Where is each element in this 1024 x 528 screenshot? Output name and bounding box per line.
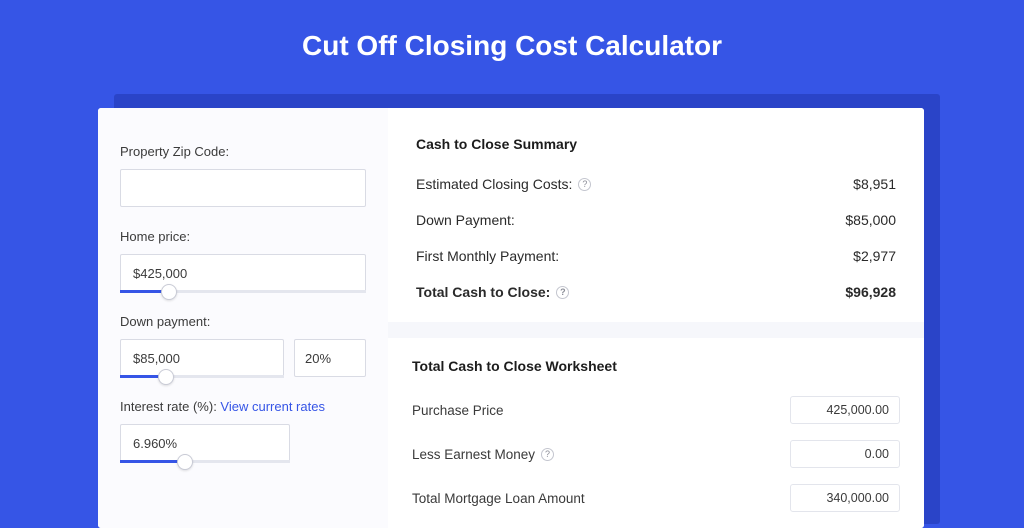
page-title: Cut Off Closing Cost Calculator — [0, 0, 1024, 86]
home-price-field: Home price: — [120, 229, 366, 292]
worksheet-row: Less Earnest Money ? — [412, 432, 900, 476]
zip-label: Property Zip Code: — [120, 144, 366, 159]
summary-row-value: $2,977 — [853, 248, 896, 264]
worksheet-row-input[interactable] — [790, 484, 900, 512]
slider-thumb[interactable] — [158, 369, 174, 385]
help-icon[interactable]: ? — [541, 448, 554, 461]
help-icon[interactable]: ? — [578, 178, 591, 191]
worksheet-row: Total Mortgage Loan Amount — [412, 476, 900, 520]
worksheet-row-input[interactable] — [790, 440, 900, 468]
summary-row-value: $96,928 — [845, 284, 896, 300]
down-payment-field: Down payment: — [120, 314, 366, 377]
down-payment-label: Down payment: — [120, 314, 366, 329]
summary-row-label: First Monthly Payment: — [416, 248, 559, 264]
section-divider — [388, 322, 924, 338]
summary-row-label: Down Payment: — [416, 212, 515, 228]
summary-title: Cash to Close Summary — [416, 136, 896, 152]
slider-track — [120, 460, 290, 463]
zip-input[interactable] — [120, 169, 366, 207]
interest-rate-label-text: Interest rate (%): — [120, 399, 220, 414]
summary-row: Estimated Closing Costs: ? $8,951 — [416, 166, 896, 202]
worksheet-row-label: Purchase Price — [412, 403, 504, 418]
interest-rate-input[interactable] — [120, 424, 290, 462]
results-panel: Cash to Close Summary Estimated Closing … — [388, 108, 924, 528]
home-price-label: Home price: — [120, 229, 366, 244]
summary-row-value: $85,000 — [845, 212, 896, 228]
help-icon[interactable]: ? — [556, 286, 569, 299]
worksheet-section: Total Cash to Close Worksheet Purchase P… — [412, 338, 900, 528]
slider-track — [120, 290, 366, 293]
down-payment-input[interactable] — [120, 339, 284, 377]
home-price-slider[interactable] — [120, 254, 366, 292]
inputs-panel: Property Zip Code: Home price: Down paym… — [98, 108, 388, 528]
summary-row-label: Estimated Closing Costs: — [416, 176, 572, 192]
worksheet-row-label: Total Mortgage Loan Amount — [412, 491, 585, 506]
interest-rate-label: Interest rate (%): View current rates — [120, 399, 366, 414]
slider-thumb[interactable] — [177, 454, 193, 470]
worksheet-row: Total Second Mortgage Amount ? — [412, 520, 900, 528]
summary-row-label: Total Cash to Close: — [416, 284, 550, 300]
summary-row-value: $8,951 — [853, 176, 896, 192]
zip-field: Property Zip Code: — [120, 144, 366, 207]
interest-rate-slider[interactable] — [120, 424, 290, 462]
summary-row-total: Total Cash to Close: ? $96,928 — [416, 274, 896, 310]
summary-row: First Monthly Payment: $2,977 — [416, 238, 896, 274]
worksheet-row-label: Less Earnest Money — [412, 447, 535, 462]
worksheet-title: Total Cash to Close Worksheet — [412, 358, 900, 374]
interest-rate-field: Interest rate (%): View current rates — [120, 399, 366, 462]
worksheet-row: Purchase Price — [412, 388, 900, 432]
home-price-input[interactable] — [120, 254, 366, 292]
slider-fill — [120, 460, 185, 463]
summary-row: Down Payment: $85,000 — [416, 202, 896, 238]
summary-section: Cash to Close Summary Estimated Closing … — [412, 128, 900, 314]
down-payment-slider[interactable] — [120, 339, 284, 377]
down-payment-pct-input[interactable] — [294, 339, 366, 377]
slider-track — [120, 375, 284, 378]
slider-thumb[interactable] — [161, 284, 177, 300]
calculator-card: Property Zip Code: Home price: Down paym… — [98, 108, 924, 528]
view-rates-link[interactable]: View current rates — [220, 399, 325, 414]
worksheet-row-input[interactable] — [790, 396, 900, 424]
